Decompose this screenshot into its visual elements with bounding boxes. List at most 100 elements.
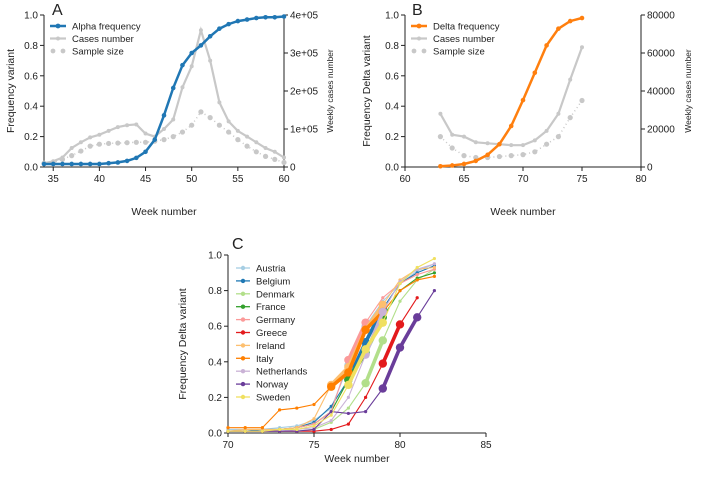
panel-b-cases-point: [556, 111, 561, 116]
panel-c-series-point: [432, 262, 436, 266]
panel-a-sample-point: [170, 134, 176, 140]
panel-c-legend-label: Netherlands: [256, 367, 307, 378]
panel-c-letter: C: [232, 236, 244, 253]
panel-a-legend-marker: [55, 23, 61, 29]
panel-b-cases-point: [532, 138, 537, 143]
panel-a-sample-point: [161, 137, 167, 143]
panel-b-cases-point: [568, 77, 573, 82]
panel-a-y-tick-label: 0.4: [24, 102, 38, 113]
panel-c-series-point: [432, 271, 436, 275]
panel-b-sample-point: [508, 153, 514, 159]
panel-c-y-tick-label: 0.6: [208, 322, 222, 333]
panel-a-sample-point: [142, 139, 149, 145]
panel-a-y2-label: Weekly cases number: [325, 49, 335, 133]
panel-a-freq-point: [207, 33, 213, 39]
panel-a-legend-label: Sample size: [72, 47, 124, 58]
panel-a-sample-point: [244, 143, 250, 149]
panel-c-series-point: [398, 289, 402, 293]
panel-a-freq-point: [152, 137, 158, 142]
panel-c-series-point: [346, 422, 350, 426]
panel-a-sample-point: [272, 156, 278, 162]
panel-c-x-tick-label: 80: [394, 440, 406, 451]
panel-c-y-tick-label: 0.8: [208, 286, 222, 297]
panel-c-legend-marker: [240, 369, 246, 374]
panel-c-series-point: [432, 289, 436, 293]
panel-b-x-label: Week number: [490, 206, 556, 218]
panel-c-series-point: [226, 426, 230, 430]
panel-a-legend-marker: [50, 48, 56, 54]
panel-c-series-point: [346, 395, 350, 399]
panel-c-series-point: [312, 402, 316, 407]
panel-c-legend-marker: [240, 330, 246, 335]
panel-a-cases-point: [189, 64, 194, 69]
panel-b-sample-point: [437, 134, 443, 140]
panel-a-y2-tick-label: 2e+05: [290, 87, 319, 98]
panel-a-cases-point: [88, 135, 93, 140]
panel-b-x-tick-label: 65: [458, 174, 470, 185]
panel-a-sample-point: [281, 159, 287, 166]
panel-a-freq-point: [217, 26, 222, 31]
panel-a-freq-point: [180, 62, 185, 68]
panel-a-sample-point: [189, 122, 195, 128]
panel-a-cases-point: [254, 140, 259, 145]
panel-c-series-point: [329, 410, 333, 414]
panel-c-series-point: [415, 265, 419, 270]
panel-a-cases-point: [198, 28, 203, 33]
panel-a-freq-point: [263, 14, 268, 20]
panel-b-legend-label: Sample size: [433, 47, 485, 58]
panel-a-freq-point: [60, 161, 65, 167]
panel-b-freq-point: [497, 141, 502, 147]
panel-a-freq-point: [198, 43, 204, 48]
panel-c-series-point: [413, 313, 422, 322]
panel-a-sample-point: [87, 143, 93, 149]
panel-b-x-tick-label: 80: [635, 174, 647, 185]
panel-b-legend-marker: [417, 36, 421, 41]
panel-b-y-tick-label: 0.4: [385, 102, 399, 113]
panel-c-y-tick-label: 0.4: [208, 357, 222, 368]
panel-c-series-point: [344, 380, 353, 390]
panel-c-legend-label: Belgium: [256, 276, 290, 287]
panel-c-series-point: [398, 299, 402, 303]
panel-a-y-tick-label: 0.0: [24, 163, 38, 174]
panel-b-sample-point: [496, 153, 502, 160]
panel-c-series-point: [395, 320, 405, 329]
panel-b-y-tick-label: 0.6: [385, 71, 399, 82]
panel-a-sample-point: [78, 148, 84, 154]
panel-b-y-tick-label: 0.2: [385, 132, 399, 143]
panel-c-x-label: Week number: [324, 453, 390, 465]
panel-a-freq-point: [87, 161, 93, 167]
panel-a-sample-point: [69, 153, 75, 159]
panel-c-series-point: [312, 424, 316, 428]
panel-c-series-point: [243, 429, 247, 433]
panel-b-legend-marker: [411, 48, 417, 54]
panel-a-freq-point: [115, 160, 121, 165]
panel-a-cases-point: [263, 146, 268, 150]
panel-b-cases-point: [438, 111, 443, 116]
panel-a-cases-point: [226, 119, 231, 124]
panel-b-y2-tick-label: 40000: [647, 87, 675, 98]
panel-c-series-point: [344, 368, 353, 377]
panel-a-cases-point: [97, 132, 102, 137]
panel-c-series-point: [398, 281, 402, 286]
panel-b-legend-marker: [421, 48, 427, 54]
panel-c-series-point: [432, 265, 436, 270]
panel-b-freq-point: [556, 26, 561, 31]
panel-b-freq-point: [461, 161, 467, 167]
panel-a-freq-point: [226, 21, 231, 27]
panel-b-x-tick-label: 70: [517, 174, 529, 185]
panel-b-freq-point: [485, 152, 490, 158]
panel-a-y2-tick-label: 4e+05: [290, 11, 319, 22]
panel-a-y2-tick-label: 1e+05: [290, 125, 319, 136]
panel-a-sample-point: [106, 140, 112, 147]
panel-a-x-tick-label: 55: [232, 174, 244, 185]
panel-b-legend-label: Cases number: [433, 34, 495, 45]
panel-a-x-tick-label: 40: [94, 174, 106, 185]
panel-c-legend-label: Sweden: [256, 393, 290, 404]
panel-b-y2-tick-label: 60000: [647, 49, 675, 60]
panel-c-series-point: [381, 296, 385, 300]
panel-a-sample-point: [235, 137, 241, 143]
panel-c-series-point: [361, 325, 370, 334]
panel-c-series-point: [378, 300, 387, 310]
panel-b-sample-point: [461, 153, 467, 159]
